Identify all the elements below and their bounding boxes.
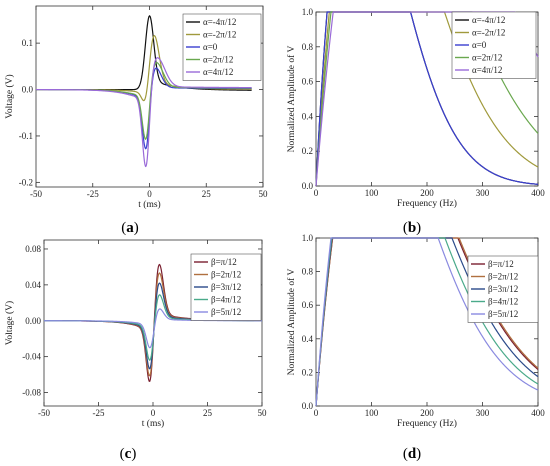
y-tick-label: 0.6 [302, 77, 314, 87]
y-tick-label: 0.8 [302, 267, 314, 277]
panel-b: 0 100 200 300 400 0.0 0.2 0.4 0.6 0.8 1.0 Frequency… [286, 7, 545, 236]
y-tick-label: 0.0 [22, 85, 34, 95]
x-tick-label: 0 [314, 188, 319, 198]
y-tick-label: -0.2 [19, 177, 33, 187]
x-tick-label: 400 [531, 408, 545, 418]
x-tick-label: -50 [38, 408, 50, 418]
x-tick-label: -25 [93, 408, 105, 418]
x-tick-label: 100 [365, 188, 379, 198]
x-tick-label: 100 [365, 408, 379, 418]
y-tick-label: 1.0 [302, 233, 314, 243]
y-tick-label: 0.08 [25, 244, 41, 254]
legend-entry: α=2π/12 [472, 53, 502, 63]
x-tick-label: 0 [147, 189, 152, 199]
y-axis-label: Voltage (V) [4, 74, 15, 118]
x-tick-label: 200 [420, 188, 434, 198]
y-tick-label: 0.04 [25, 280, 41, 290]
x-axis-label: t (ms) [142, 418, 164, 429]
x-tick-label: 25 [202, 189, 212, 199]
legend-entry: β=5π/12 [488, 309, 518, 319]
legend-entry: α=-4π/12 [203, 17, 236, 27]
legend-entry: β=2π/12 [211, 270, 241, 280]
x-axis-label: t (ms) [138, 199, 160, 210]
legend-entry: β=π/12 [488, 259, 514, 269]
legend: β=π/12 β=2π/12 β=3π/12 β=4π/12 β=5π/12 [190, 253, 262, 321]
y-tick-label: -0.1 [19, 131, 33, 141]
panel-label-letter: b [408, 220, 416, 236]
panel-d: 0 100 200 300 400 0.0 0.2 0.4 0.6 0.8 1.0 Frequency… [286, 233, 545, 462]
y-tick-label: 0.4 [302, 334, 314, 344]
y-tick-label: 0.0 [302, 181, 314, 191]
x-axis-label: Frequency (Hz) [397, 198, 457, 209]
legend-entry: α=-4π/12 [472, 15, 505, 25]
panel-label-open: ( [120, 446, 125, 462]
panel-label-close: ) [416, 220, 421, 236]
panel-label-letter: a [126, 220, 134, 236]
y-tick-label: 0.1 [22, 38, 33, 48]
legend-entry: β=4π/12 [211, 295, 241, 305]
legend-entry: α=2π/12 [203, 55, 233, 65]
panel-label: (b) [403, 220, 421, 236]
y-tick-label: 0.4 [302, 111, 314, 121]
y-tick-label: 0.8 [302, 42, 314, 52]
y-tick-label: 0.2 [302, 146, 313, 156]
panel-label-open: ( [403, 220, 408, 236]
legend: α=-4π/12 α=-2π/12 α=0 α=2π/12 α=4π/12 [451, 11, 537, 79]
panel-label-close: ) [416, 446, 421, 462]
y-tick-label: 0.6 [302, 300, 314, 310]
y-tick-label: 0.2 [302, 367, 313, 377]
panel-label-close: ) [134, 220, 139, 236]
panel-label-close: ) [131, 446, 136, 462]
y-axis-label: Normalized Amplitude of V [286, 269, 297, 376]
legend-entry: α=4π/12 [203, 67, 233, 77]
y-tick-label: 0.00 [25, 316, 41, 326]
panel-label-letter: c [125, 446, 132, 462]
x-tick-label: 400 [531, 188, 545, 198]
panel-c: -50 -25 0 25 50 -0.08 -0.04 0.00 0.04 0.08 t (ms) V… [4, 239, 268, 462]
legend-entry: β=2π/12 [488, 272, 518, 282]
panel-label-letter: d [408, 446, 417, 462]
legend-entry: β=3π/12 [211, 282, 241, 292]
x-tick-label: 200 [420, 408, 434, 418]
x-tick-label: -50 [30, 189, 42, 199]
x-tick-label: 25 [203, 408, 213, 418]
panel-label: (a) [121, 220, 139, 236]
y-tick-label: -0.08 [22, 388, 41, 398]
y-tick-label: -0.04 [22, 352, 41, 362]
x-tick-label: 300 [476, 188, 490, 198]
series-line-5 [36, 57, 252, 168]
legend-entry: α=4π/12 [472, 65, 502, 75]
panel-label-open: ( [403, 446, 408, 462]
y-tick-label: 1.0 [302, 7, 314, 17]
legend-entry: β=5π/12 [211, 307, 241, 317]
panel-a: -50 -25 0 25 50 -0.2 -0.1 0.0 0.1 t (ms) Voltage (… [4, 5, 269, 236]
legend: β=π/12 β=2π/12 β=3π/12 β=4π/12 β=5π/12 [467, 255, 539, 323]
x-tick-label: 300 [476, 408, 490, 418]
panel-label-open: ( [121, 220, 126, 236]
legend-entry: β=π/12 [211, 257, 237, 267]
x-tick-label: 50 [258, 408, 268, 418]
legend-entry: α=0 [472, 40, 487, 50]
panel-label: (d) [403, 446, 421, 462]
x-tick-label: 0 [151, 408, 156, 418]
y-tick-label: 0.0 [302, 401, 314, 411]
y-axis-label: Normalized Amplitude of V [286, 46, 297, 153]
y-axis-label: Voltage (V) [4, 301, 15, 345]
x-tick-label: 0 [314, 408, 319, 418]
x-tick-label: -25 [87, 189, 99, 199]
legend-entry: α=-2π/12 [203, 30, 236, 40]
x-tick-label: 50 [259, 189, 269, 199]
legend-entry: β=3π/12 [488, 284, 518, 294]
panel-label: (c) [120, 446, 137, 462]
legend-entry: α=0 [203, 42, 218, 52]
series-line-5 [315, 237, 539, 407]
legend-entry: α=-2π/12 [472, 28, 505, 38]
legend-entry: β=4π/12 [488, 297, 518, 307]
x-axis-label: Frequency (Hz) [397, 418, 457, 429]
legend: α=-4π/12 α=-2π/12 α=0 α=2π/12 α=4π/12 [182, 13, 262, 81]
